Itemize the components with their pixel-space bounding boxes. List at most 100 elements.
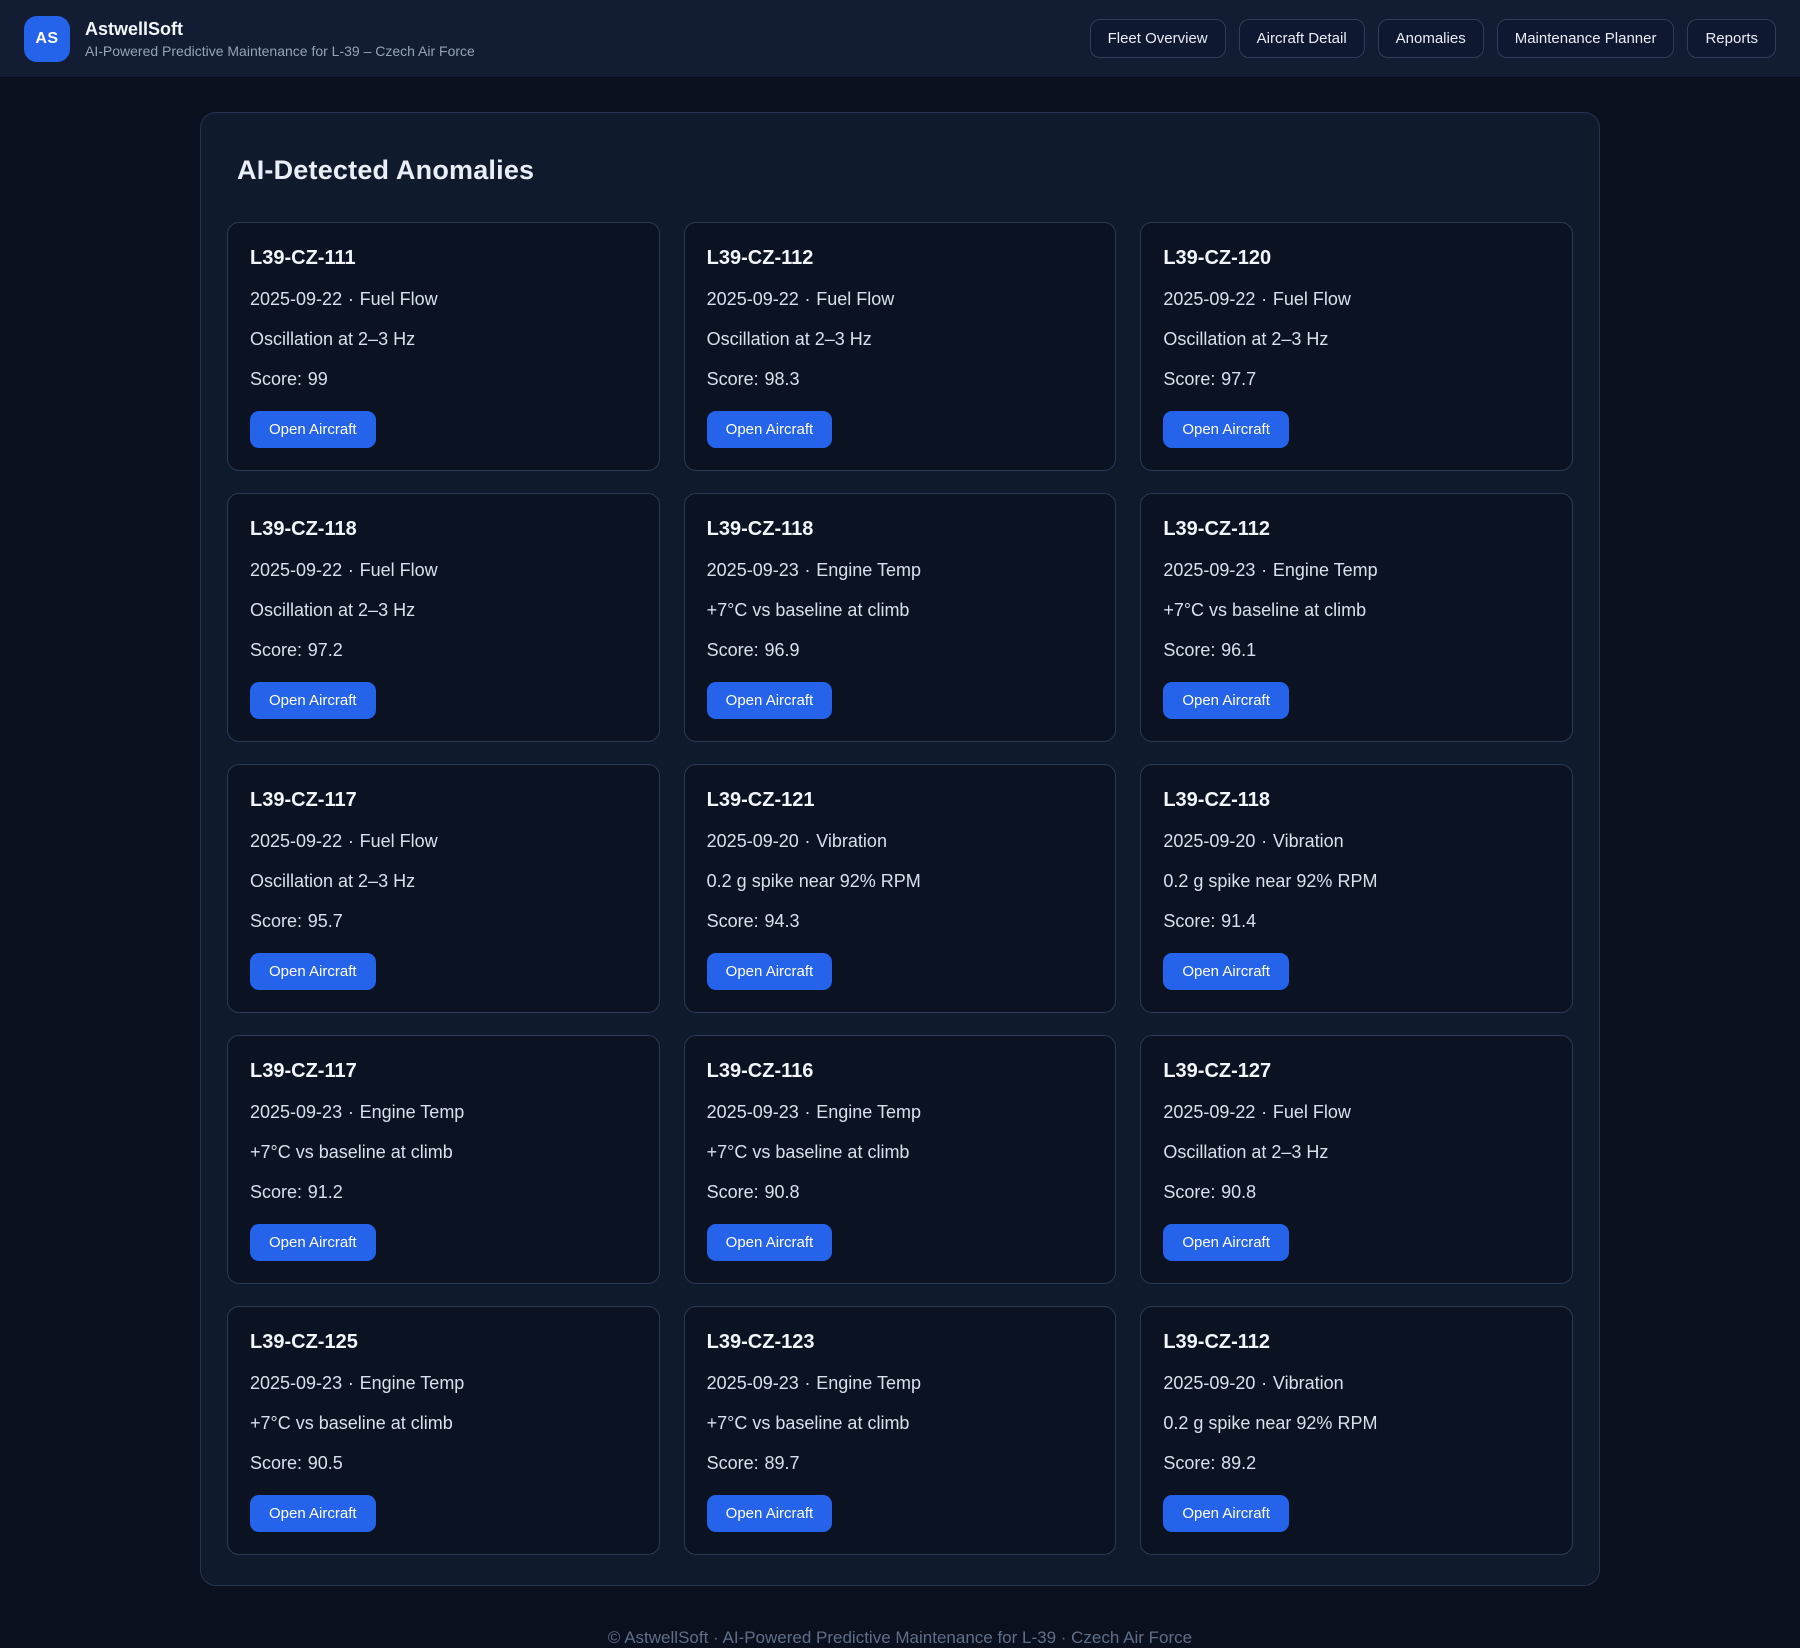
- anomaly-date: 2025-09-22: [250, 831, 343, 851]
- anomaly-card: L39-CZ-118 2025-09-20 · Vibration 0.2 g sp…: [1140, 764, 1573, 1013]
- meta-separator: ·: [804, 831, 811, 851]
- score-label: Score:: [1163, 911, 1216, 931]
- page-title: AI-Detected Anomalies: [237, 155, 535, 185]
- nav-fleet-overview[interactable]: Fleet Overview: [1089, 19, 1226, 58]
- anomaly-date: 2025-09-23: [250, 1373, 343, 1393]
- anomaly-score: Score: 94.3: [707, 911, 1094, 932]
- anomaly-meta: 2025-09-20 · Vibration: [707, 831, 1094, 852]
- anomaly-description: 0.2 g spike near 92% RPM: [1163, 1413, 1378, 1433]
- anomaly-date: 2025-09-23: [250, 1102, 343, 1122]
- score-value: 96.9: [764, 640, 800, 660]
- anomaly-description: 0.2 g spike near 92% RPM: [706, 871, 921, 891]
- aircraft-id: L39-CZ-127: [1163, 1060, 1272, 1082]
- open-aircraft-button[interactable]: Open Aircraft: [250, 953, 376, 990]
- anomaly-date: 2025-09-20: [1163, 831, 1256, 851]
- anomaly-score: Score: 91.4: [1163, 911, 1550, 932]
- anomaly-card: L39-CZ-127 2025-09-22 · Fuel Flow Oscillat…: [1140, 1035, 1573, 1284]
- nav-maintenance-planner[interactable]: Maintenance Planner: [1496, 19, 1675, 58]
- score-label: Score:: [1163, 1453, 1216, 1473]
- score-label: Score:: [250, 369, 303, 389]
- score-label: Score:: [706, 1453, 759, 1473]
- anomaly-score: Score: 89.2: [1163, 1453, 1550, 1474]
- open-aircraft-button[interactable]: Open Aircraft: [1163, 682, 1289, 719]
- open-aircraft-button[interactable]: Open Aircraft: [706, 682, 833, 719]
- anomaly-card: L39-CZ-120 2025-09-22 · Fuel Flow Oscillat…: [1140, 222, 1573, 471]
- score-value: 90.8: [1221, 1182, 1257, 1202]
- anomaly-meta: 2025-09-23 · Engine Temp: [250, 1373, 637, 1394]
- meta-separator: ·: [1261, 1373, 1268, 1393]
- open-aircraft-button[interactable]: Open Aircraft: [706, 1224, 833, 1261]
- open-aircraft-button[interactable]: Open Aircraft: [1163, 953, 1289, 990]
- anomaly-type: Vibration: [1272, 1373, 1344, 1393]
- score-label: Score:: [250, 911, 303, 931]
- aircraft-id: L39-CZ-116: [706, 1060, 814, 1082]
- open-aircraft-button[interactable]: Open Aircraft: [1163, 411, 1289, 448]
- anomaly-score: Score: 96.9: [707, 640, 1094, 661]
- anomaly-score: Score: 97.2: [250, 640, 637, 661]
- open-aircraft-button[interactable]: Open Aircraft: [1163, 1224, 1289, 1261]
- open-aircraft-button[interactable]: Open Aircraft: [250, 1224, 376, 1261]
- open-aircraft-button[interactable]: Open Aircraft: [250, 682, 376, 719]
- anomaly-card: L39-CZ-112 2025-09-20 · Vibration 0.2 g sp…: [1140, 1306, 1573, 1555]
- anomaly-date: 2025-09-23: [1163, 560, 1256, 580]
- aircraft-id: L39-CZ-118: [706, 518, 814, 540]
- nav-reports[interactable]: Reports: [1687, 19, 1776, 58]
- score-label: Score:: [706, 640, 759, 660]
- score-label: Score:: [250, 640, 303, 660]
- anomaly-type: Engine Temp: [816, 1102, 921, 1122]
- score-label: Score:: [706, 1182, 759, 1202]
- aircraft-id: L39-CZ-112: [1163, 1331, 1271, 1353]
- meta-separator: ·: [347, 560, 354, 580]
- open-aircraft-button[interactable]: Open Aircraft: [1163, 1495, 1289, 1532]
- anomaly-card: L39-CZ-118 2025-09-22 · Fuel Flow Oscillat…: [227, 493, 660, 742]
- anomaly-card: L39-CZ-117 2025-09-23 · Engine Temp +7°C v…: [227, 1035, 660, 1284]
- score-value: 90.5: [307, 1453, 343, 1473]
- anomaly-date: 2025-09-22: [706, 289, 799, 309]
- meta-separator: ·: [347, 289, 354, 309]
- anomaly-score: Score: 99: [250, 369, 637, 390]
- anomaly-description: +7°C vs baseline at climb: [250, 1142, 453, 1162]
- nav-anomalies[interactable]: Anomalies: [1377, 19, 1484, 58]
- score-value: 97.2: [307, 640, 343, 660]
- meta-separator: ·: [1261, 831, 1268, 851]
- anomaly-description: +7°C vs baseline at climb: [706, 1413, 910, 1433]
- anomaly-card: L39-CZ-123 2025-09-23 · Engine Temp +7°C v…: [683, 1306, 1117, 1555]
- page-footer: © AstwellSoft · AI-Powered Predictive Ma…: [607, 1628, 1193, 1647]
- nav-aircraft-detail[interactable]: Aircraft Detail: [1238, 19, 1365, 58]
- anomaly-date: 2025-09-22: [250, 289, 343, 309]
- anomaly-date: 2025-09-20: [706, 831, 799, 851]
- score-value: 89.2: [1221, 1453, 1257, 1473]
- anomaly-card: L39-CZ-117 2025-09-22 · Fuel Flow Oscillat…: [227, 764, 660, 1013]
- score-value: 91.4: [1221, 911, 1257, 931]
- score-value: 97.7: [1221, 369, 1257, 389]
- score-value: 94.3: [764, 911, 800, 931]
- score-value: 98.3: [764, 369, 800, 389]
- anomaly-meta: 2025-09-20 · Vibration: [1163, 1373, 1550, 1394]
- open-aircraft-button[interactable]: Open Aircraft: [706, 1495, 833, 1532]
- score-label: Score:: [250, 1182, 303, 1202]
- open-aircraft-button[interactable]: Open Aircraft: [250, 411, 376, 448]
- open-aircraft-button[interactable]: Open Aircraft: [706, 953, 833, 990]
- anomaly-meta: 2025-09-22 · Fuel Flow: [250, 289, 637, 310]
- anomaly-type: Vibration: [816, 831, 887, 851]
- anomaly-type: Fuel Flow: [816, 289, 895, 309]
- anomaly-meta: 2025-09-23 · Engine Temp: [250, 1102, 637, 1123]
- anomaly-card: L39-CZ-112 2025-09-22 · Fuel Flow Oscillat…: [683, 222, 1117, 471]
- anomaly-meta: 2025-09-22 · Fuel Flow: [250, 560, 637, 581]
- anomaly-description: Oscillation at 2–3 Hz: [250, 600, 416, 620]
- anomaly-meta: 2025-09-23 · Engine Temp: [707, 1373, 1094, 1394]
- anomaly-type: Engine Temp: [816, 1373, 921, 1393]
- anomaly-meta: 2025-09-23 · Engine Temp: [707, 560, 1094, 581]
- aircraft-id: L39-CZ-117: [250, 789, 357, 811]
- aircraft-id: L39-CZ-121: [706, 789, 815, 811]
- aircraft-id: L39-CZ-117: [250, 1060, 357, 1082]
- open-aircraft-button[interactable]: Open Aircraft: [706, 411, 833, 448]
- anomaly-score: Score: 98.3: [707, 369, 1094, 390]
- open-aircraft-button[interactable]: Open Aircraft: [250, 1495, 376, 1532]
- score-value: 99: [307, 369, 328, 389]
- anomaly-type: Fuel Flow: [1272, 1102, 1351, 1122]
- meta-separator: ·: [1261, 560, 1268, 580]
- anomaly-score: Score: 90.5: [250, 1453, 637, 1474]
- anomaly-date: 2025-09-22: [1163, 1102, 1256, 1122]
- anomaly-score: Score: 90.8: [1163, 1182, 1550, 1203]
